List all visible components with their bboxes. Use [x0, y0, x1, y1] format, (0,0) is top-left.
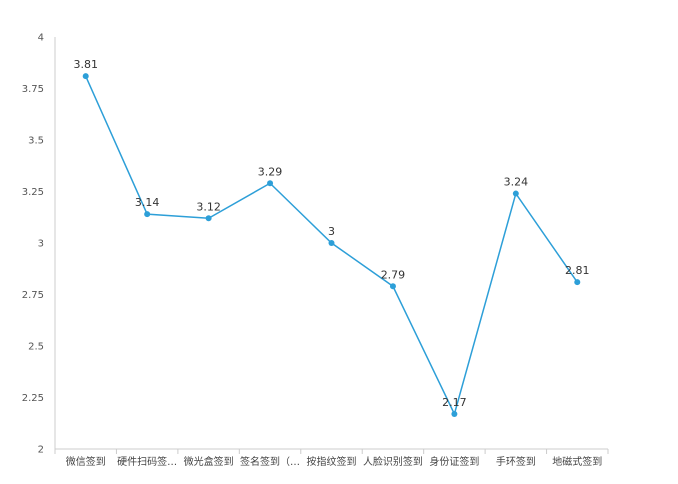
y-tick-label: 2	[38, 445, 44, 456]
data-label: 3.81	[73, 58, 98, 71]
x-category-label: 手环签到	[496, 455, 536, 468]
data-point	[328, 240, 335, 246]
x-category-label: 按指纹签到	[307, 455, 357, 468]
y-tick-label: 2.25	[22, 393, 44, 404]
series-line	[82, 73, 581, 417]
data-point	[574, 279, 581, 286]
x-category-label: 地磁式签到	[552, 455, 602, 468]
y-tick-label: 3	[38, 239, 44, 250]
data-label: 2.79	[381, 268, 406, 281]
data-point	[451, 410, 458, 417]
y-tick-label: 3.25	[22, 187, 44, 198]
data-label: 3.29	[258, 165, 283, 178]
data-point	[267, 180, 274, 187]
data-labels: 3.81 3.14 3.12 3.29 3 2.79 2.17 3.24 2.81	[73, 58, 589, 409]
data-label: 3.24	[504, 176, 529, 189]
data-point	[512, 190, 519, 197]
data-label: 2.81	[565, 264, 590, 277]
data-point	[144, 211, 151, 218]
x-category-label: 微光盒签到	[184, 455, 234, 468]
y-tick-label: 2.75	[22, 290, 44, 301]
y-tick-label: 2.5	[28, 342, 44, 353]
data-label: 2.17	[442, 396, 467, 409]
y-axis: 2 2.25 2.5 2.75 3 3.25 3.5 3.75 4	[22, 33, 56, 456]
x-category-label: 签名签到（…	[240, 455, 300, 468]
data-point	[82, 73, 89, 80]
x-category-label: 人脸识别签到	[363, 455, 423, 468]
x-category-label: 微信签到	[66, 455, 106, 468]
x-axis: 微信签到 硬件扫码签… 微光盒签到 签名签到（… 按指纹签到 人脸识别签到 身份证签到 手环签…	[54, 448, 609, 468]
y-tick-label: 4	[38, 33, 44, 44]
data-point	[205, 215, 212, 222]
data-label: 3.12	[196, 200, 221, 213]
y-tick-label: 3.5	[28, 136, 44, 147]
x-category-label: 身份证签到	[429, 455, 479, 468]
x-category-label: 硬件扫码签…	[117, 455, 177, 468]
data-point	[389, 283, 396, 290]
y-tick-label: 3.75	[22, 84, 44, 95]
data-label: 3	[328, 225, 335, 238]
data-label: 3.14	[135, 196, 160, 209]
